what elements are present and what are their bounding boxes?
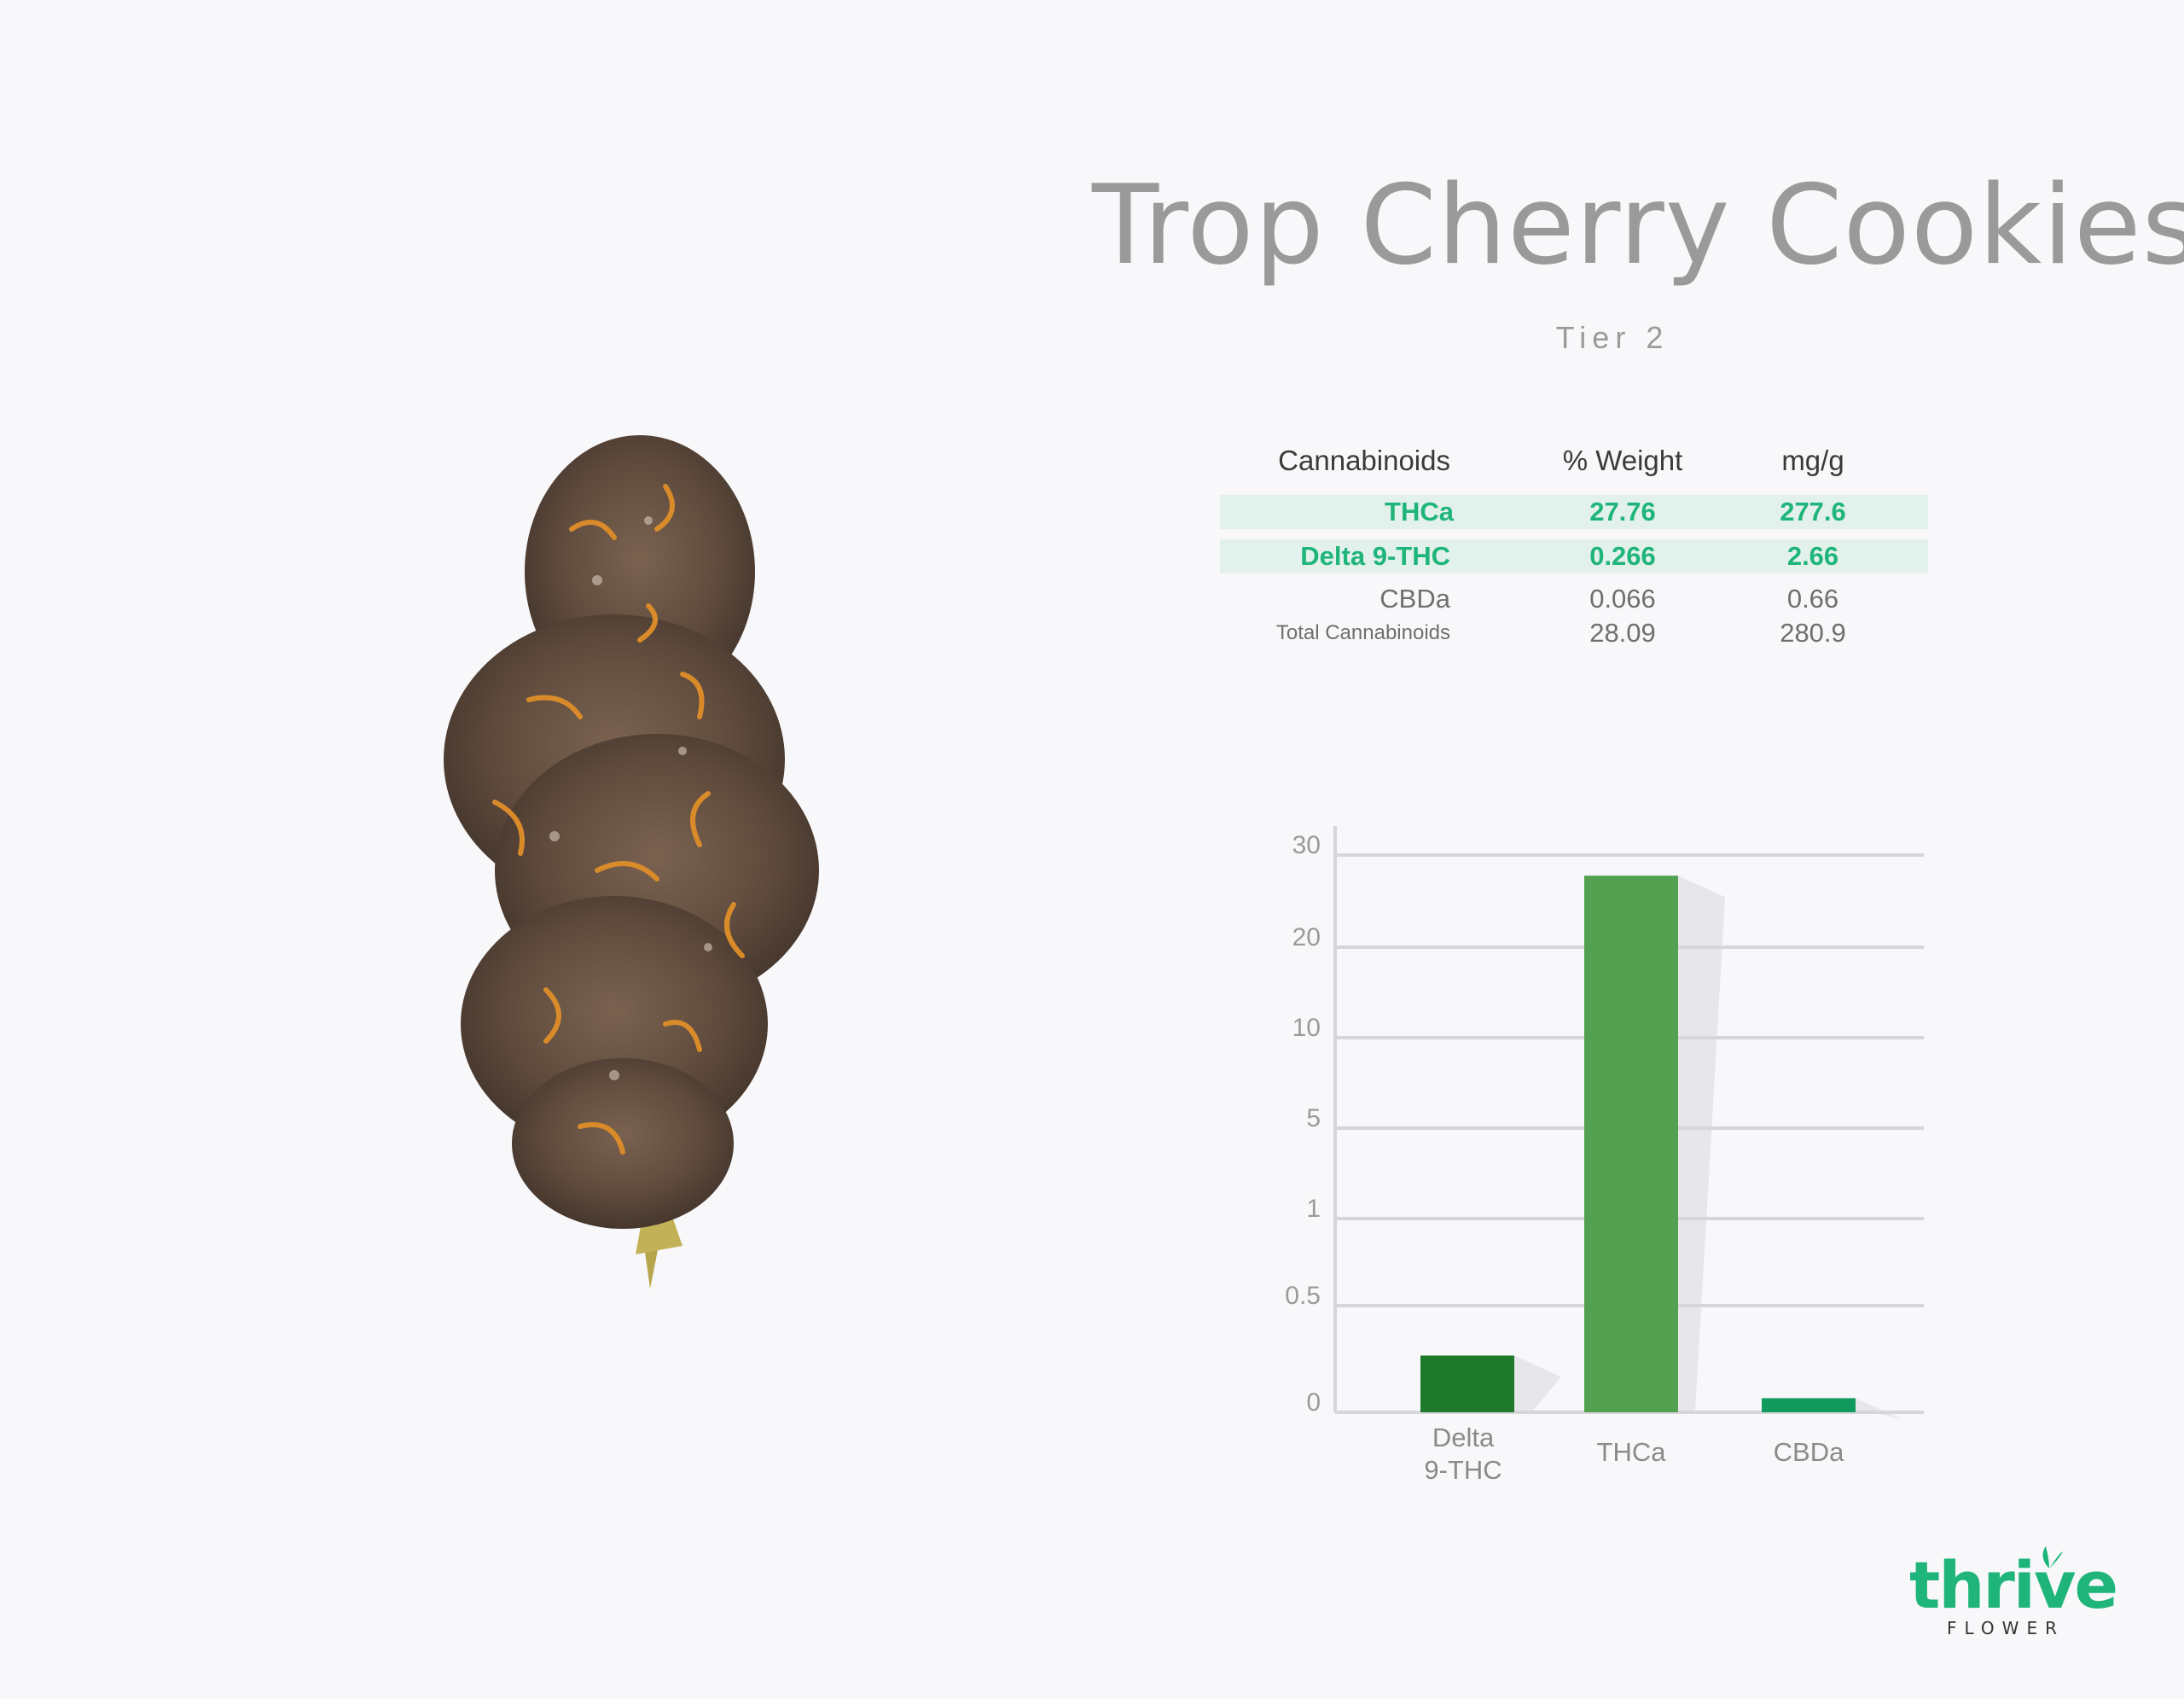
row-name: THCa <box>1385 497 1454 527</box>
bar-shadow <box>1514 1355 1561 1412</box>
row-weight: 28.09 <box>1589 618 1656 648</box>
y-tick-label: 0.5 <box>1285 1282 1321 1310</box>
product-title: Trop Cherry Cookies <box>1092 162 2184 289</box>
row-name: Delta 9-THC <box>1300 541 1450 571</box>
x-category-label: CBDa <box>1774 1437 1844 1467</box>
y-tick-label: 20 <box>1292 923 1321 951</box>
table-row-total: Total Cannabinoids 28.09 280.9 <box>1220 616 1928 650</box>
y-tick-label: 10 <box>1292 1014 1321 1042</box>
y-tick-label: 5 <box>1306 1104 1321 1132</box>
thrive-flower-logo: thrive FLOWER <box>1909 1546 2118 1645</box>
cannabinoid-bar-chart: 0 0.5 1 5 10 20 30 Delta 9-THC THCa CBDa <box>1263 819 1962 1502</box>
row-name: CBDa <box>1380 584 1450 614</box>
row-mg: 277.6 <box>1780 497 1846 527</box>
header-mg: mg/g <box>1781 445 1844 476</box>
cannabis-bud-image <box>427 393 836 1297</box>
row-weight: 0.266 <box>1589 541 1656 571</box>
table-header-row: Cannabinoids % Weight mg/g <box>1220 444 1928 478</box>
table-row: CBDa 0.066 0.66 <box>1220 582 1928 616</box>
logo-subtitle: FLOWER <box>1947 1618 2065 1638</box>
row-weight: 0.066 <box>1589 584 1656 614</box>
bar-shadow <box>1856 1398 1902 1420</box>
row-weight: 27.76 <box>1589 497 1656 527</box>
row-mg: 2.66 <box>1786 541 1839 571</box>
y-tick-label: 1 <box>1306 1195 1321 1223</box>
header-weight: % Weight <box>1562 445 1683 476</box>
row-mg: 280.9 <box>1780 618 1846 648</box>
x-category-label: Delta <box>1432 1423 1495 1452</box>
header-cannabinoids: Cannabinoids <box>1278 445 1450 476</box>
y-tick-label: 30 <box>1292 831 1321 859</box>
row-mg: 0.66 <box>1786 584 1839 614</box>
x-category-label: THCa <box>1597 1437 1667 1467</box>
bar <box>1584 876 1678 1412</box>
y-tick-label: 0 <box>1306 1388 1321 1417</box>
row-name: Total Cannabinoids <box>1275 621 1450 644</box>
logo-word: thrive <box>1909 1547 2118 1623</box>
table-row: Delta 9-THC 0.266 2.66 <box>1220 539 1928 573</box>
tier-label: Tier 2 <box>1555 320 1670 355</box>
bar <box>1420 1355 1514 1412</box>
table-row: THCa 27.76 277.6 <box>1220 495 1928 529</box>
leaf-icon <box>2042 1546 2063 1568</box>
chart-svg: 0 0.5 1 5 10 20 30 Delta 9-THC THCa CBDa <box>1285 826 1924 1485</box>
x-category-label: 9-THC <box>1424 1455 1502 1485</box>
bar-shadow <box>1678 876 1725 1412</box>
bar <box>1762 1398 1856 1412</box>
